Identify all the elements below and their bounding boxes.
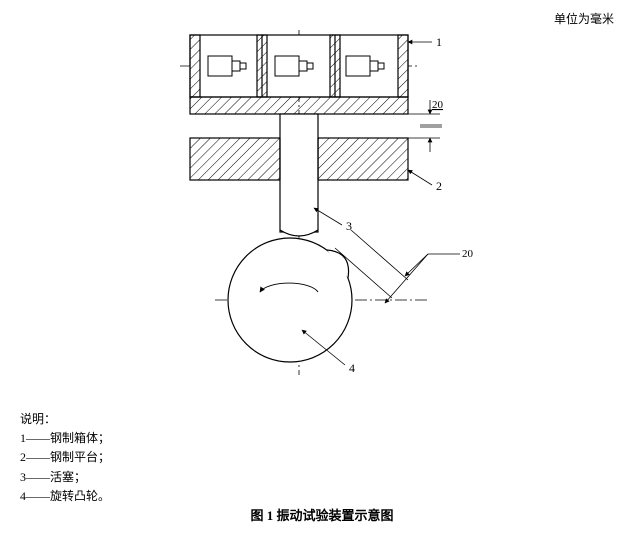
legend-title: 说明： <box>20 410 110 429</box>
legend-item-1: 1——钢制箱体； <box>20 429 110 448</box>
figure-caption: 图 1 振动试验装置示意图 <box>0 505 644 524</box>
label-2: 2 <box>436 179 442 193</box>
vibration-diagram: 20 20 1 2 3 4 <box>130 30 530 410</box>
label-1: 1 <box>436 35 442 49</box>
dim-20-lobe: 20 <box>462 248 474 260</box>
dim-20-gap: 20 <box>432 99 444 111</box>
unit-label: 单位为毫米 <box>554 10 614 27</box>
label-4: 4 <box>349 361 355 375</box>
legend-item-4: 4——旋转凸轮。 <box>20 487 110 506</box>
label-3: 3 <box>346 219 352 233</box>
legend-item-2: 2——钢制平台； <box>20 448 110 467</box>
legend: 说明： 1——钢制箱体； 2——钢制平台； 3——活塞； 4——旋转凸轮。 <box>20 410 110 506</box>
legend-item-3: 3——活塞； <box>20 468 110 487</box>
